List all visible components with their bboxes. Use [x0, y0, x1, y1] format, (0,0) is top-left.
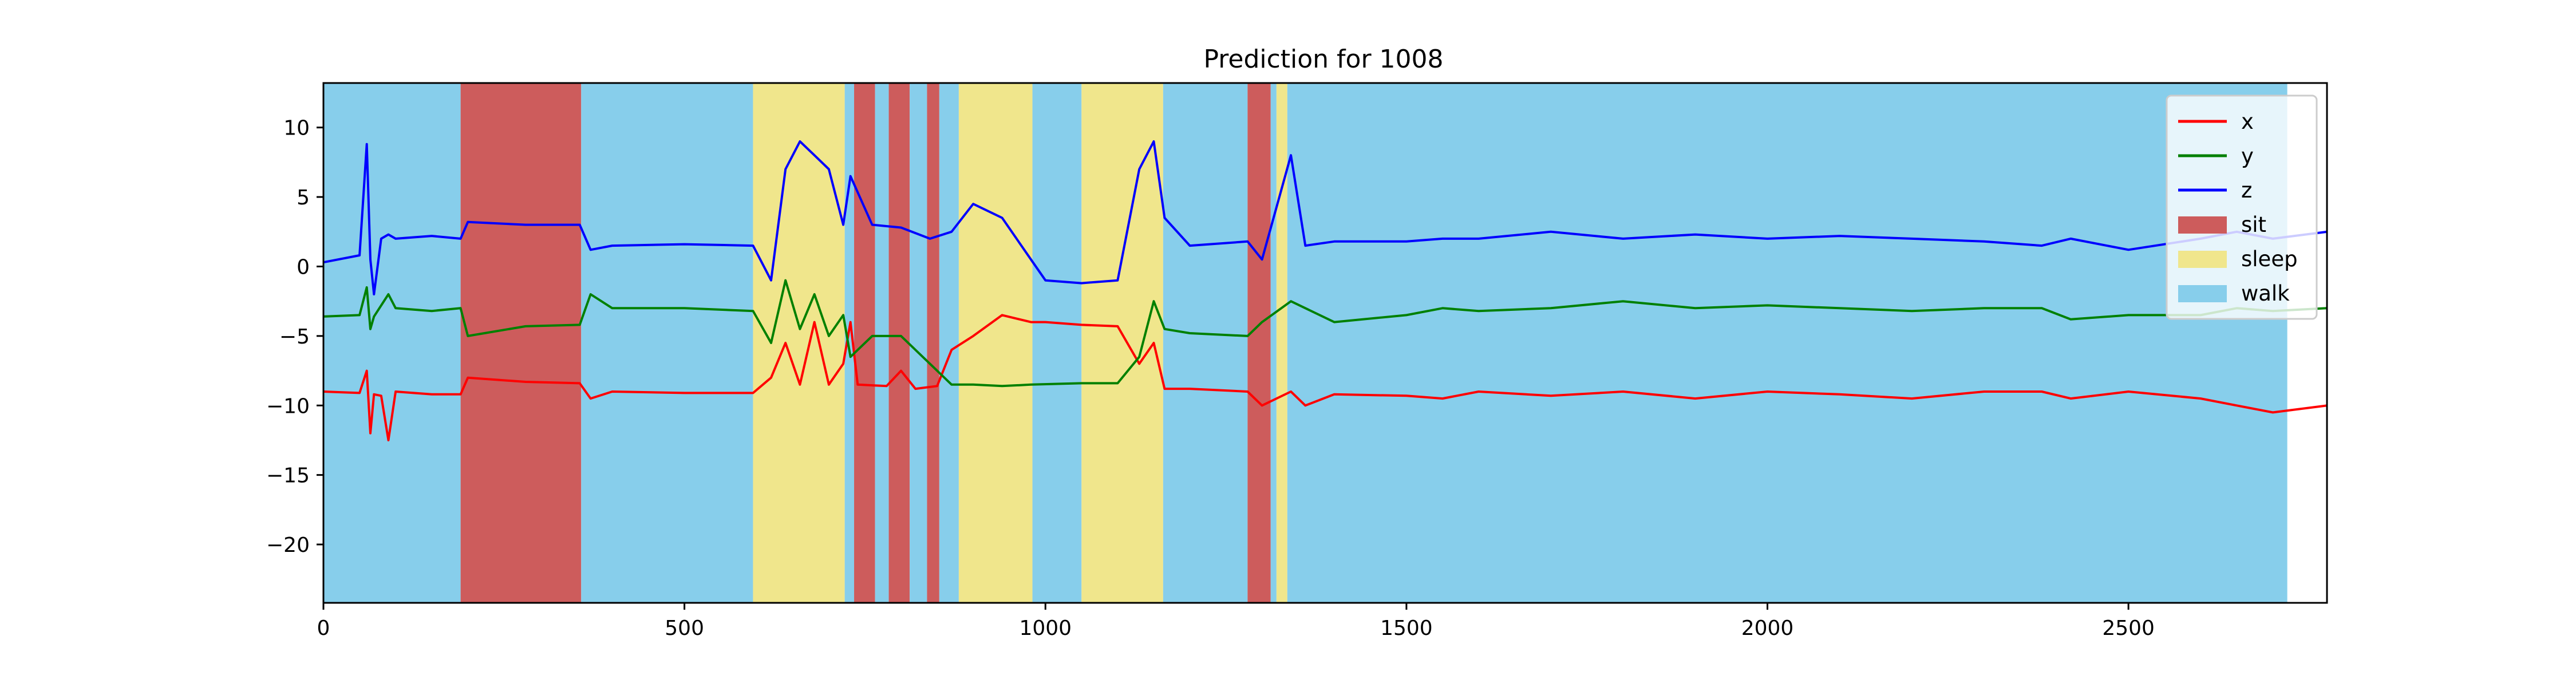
band-walk-12 — [1032, 83, 1082, 603]
band-walk-10 — [939, 83, 959, 603]
plot-area-frame — [322, 82, 2328, 604]
x-tick-label: 2500 — [2102, 617, 2155, 640]
x-tick-label: 1000 — [1019, 617, 1072, 640]
band-sit-7 — [888, 83, 910, 603]
y-tick-label: 5 — [297, 186, 310, 210]
band-sleep-17 — [1276, 83, 1287, 603]
band-sleep-11 — [958, 83, 1033, 603]
y-tick-label: −15 — [266, 464, 310, 488]
series-lines — [323, 140, 2328, 441]
chart-title: Prediction for 1008 — [1203, 45, 1443, 74]
legend-label-y: y — [2241, 144, 2254, 168]
band-walk-4 — [844, 83, 855, 603]
band-walk-2 — [581, 83, 753, 603]
band-sleep-3 — [753, 83, 845, 603]
y-tick-label: −5 — [279, 325, 310, 349]
x-tick-label: 1500 — [1380, 617, 1433, 640]
series-line-x — [323, 314, 2328, 441]
band-walk-14 — [1163, 83, 1248, 603]
y-tick-label: −20 — [266, 534, 310, 557]
legend-swatch-sit — [2178, 216, 2227, 234]
x-tick-label: 0 — [317, 617, 330, 640]
band-walk-16 — [1270, 83, 1277, 603]
x-axis: 0 500 1000 1500 2000 2500 — [317, 603, 2155, 640]
y-tick-label: 0 — [297, 255, 310, 279]
prediction-bands — [323, 83, 2287, 603]
x-tick-label: 2000 — [1741, 617, 1794, 640]
band-sit-15 — [1247, 83, 1271, 603]
band-walk-6 — [875, 83, 889, 603]
series-line-y — [323, 279, 2328, 388]
y-tick-label: 10 — [283, 117, 310, 140]
x-tick-label: 500 — [665, 617, 704, 640]
series-line-z — [323, 140, 2328, 295]
band-walk-18 — [1287, 83, 2287, 603]
band-walk-8 — [910, 83, 927, 603]
legend-label-sit: sit — [2241, 212, 2266, 237]
legend-label-sleep: sleep — [2241, 247, 2298, 271]
legend-label-x: x — [2241, 109, 2254, 134]
band-sit-9 — [927, 83, 939, 603]
legend: xyz sit sleep walk — [2166, 94, 2318, 320]
band-sit-1 — [460, 83, 582, 603]
legend-swatch-walk — [2178, 285, 2227, 302]
y-tick-label: −10 — [266, 394, 310, 418]
legend-label-z: z — [2241, 178, 2252, 203]
legend-label-walk: walk — [2241, 281, 2290, 306]
band-walk-0 — [323, 83, 461, 603]
legend-swatch-sleep — [2178, 251, 2227, 268]
y-axis: 10 5 0 −5 −10 −15 −20 — [266, 117, 323, 557]
band-sleep-13 — [1081, 83, 1163, 603]
